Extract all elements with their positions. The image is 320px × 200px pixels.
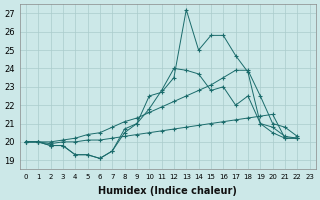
- X-axis label: Humidex (Indice chaleur): Humidex (Indice chaleur): [98, 186, 237, 196]
